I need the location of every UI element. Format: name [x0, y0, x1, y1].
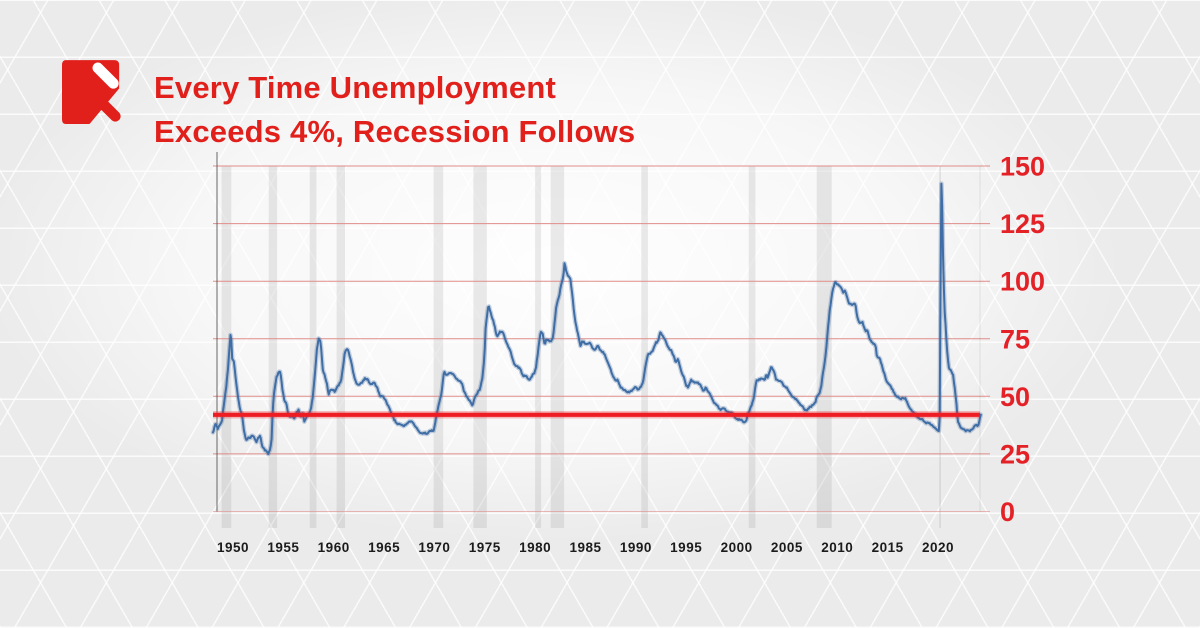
x-tick-label: 2010 [821, 540, 853, 555]
recession-band [221, 166, 232, 528]
red-square-double-slash-logo-icon [62, 60, 121, 125]
y-tick-label: 75 [1000, 324, 1030, 354]
y-tick-label: 50 [1000, 382, 1030, 412]
y-tick-label: 150 [1000, 152, 1045, 182]
title-line-1: Every Time Unemployment [154, 70, 556, 105]
x-tick-label: 1995 [670, 540, 702, 555]
recession-band [268, 166, 278, 528]
x-tick-label: 1970 [418, 540, 450, 555]
recession-band [748, 166, 756, 528]
x-tick-label: 1965 [368, 540, 400, 555]
x-tick-label: 2000 [721, 540, 753, 555]
header: Every Time Unemployment Exceeds 4%, Rece… [62, 60, 635, 154]
y-tick-label: 125 [1000, 209, 1045, 239]
logo-red-slash [97, 98, 121, 122]
recession-band [816, 166, 832, 528]
y-tick-label: 100 [1000, 267, 1045, 297]
x-tick-label: 2020 [922, 540, 954, 555]
x-tick-label: 2005 [771, 540, 803, 555]
x-tick-label: 2015 [872, 540, 904, 555]
x-tick-label: 1975 [469, 540, 501, 555]
x-tick-label: 1950 [217, 540, 249, 555]
x-tick-label: 1990 [620, 540, 652, 555]
recession-band [550, 166, 565, 528]
x-tick-label: 1985 [569, 540, 601, 555]
logo-white-slash [92, 62, 119, 89]
x-tick-label: 1955 [267, 540, 299, 555]
recession-band [336, 166, 345, 528]
y-tick-label: 0 [1000, 497, 1015, 527]
y-tick-label: 25 [1000, 439, 1030, 469]
page-title: Every Time Unemployment Exceeds 4%, Rece… [154, 66, 635, 154]
recession-band [433, 166, 444, 528]
title-line-2: Exceeds 4%, Recession Follows [154, 114, 636, 149]
x-tick-label: 1960 [318, 540, 350, 555]
recession-band [473, 166, 487, 528]
unemployment-line [211, 182, 982, 456]
recession-band [309, 166, 317, 528]
x-tick-label: 1980 [519, 540, 551, 555]
recession-band [641, 166, 648, 528]
